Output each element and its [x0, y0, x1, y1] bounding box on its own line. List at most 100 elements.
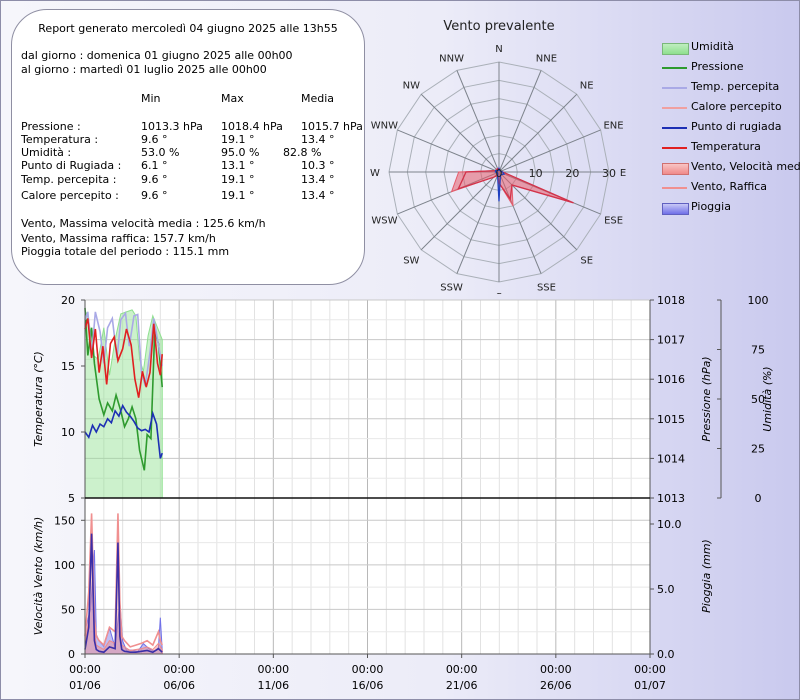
row-max: 19.1 ° [221, 133, 255, 146]
report-panel: Report generato mercoledì 04 giugno 2025… [11, 9, 365, 285]
row-max: 1018.4 hPa [221, 120, 283, 133]
rose-direction-label: W [370, 168, 380, 179]
pressure-tick-label: 1014 [657, 452, 685, 465]
rose-direction-label: ENE [603, 121, 623, 132]
rain-total: Pioggia totale del periodo : 115.1 mm [21, 245, 230, 258]
temperature-tick-label: 15 [61, 360, 75, 373]
rose-direction-label: WSW [371, 215, 397, 226]
x-tick-time-label: 00:00 [69, 663, 101, 676]
rose-direction-label: SE [580, 256, 593, 267]
rose-radial-tick: 20 [565, 167, 579, 180]
legend-item: Temperatura [662, 140, 798, 156]
pressure-tick-label: 1013 [657, 492, 685, 505]
wind-gust-max: Vento, Massima raffica: 157.7 km/h [21, 232, 216, 245]
x-tick-time-label: 00:00 [634, 663, 666, 676]
legend-swatch [662, 147, 687, 149]
temperature-tick-label: 5 [68, 492, 75, 505]
report-to: al giorno : martedì 01 luglio 2025 alle … [21, 63, 267, 76]
legend-item: Vento, Raffica [662, 180, 798, 196]
pressure-tick-label: 1017 [657, 334, 685, 347]
series-pressione [84, 307, 164, 471]
legend-item: Umidità [662, 40, 798, 56]
rose-direction-label: E [620, 168, 626, 179]
humidity-tick-label: 100 [748, 294, 769, 307]
legend-label: Temperatura [691, 140, 761, 153]
legend-item: Vento, Velocità media [662, 160, 800, 176]
rose-direction-label: SW [403, 256, 419, 267]
rose-direction-label: SSW [440, 283, 463, 294]
legend-item: Pioggia [662, 200, 798, 216]
x-tick-date-label: 16/06 [352, 679, 384, 692]
wind-speed-axis-label: Velocità Vento (km/h) [32, 517, 45, 636]
x-tick-date-label: 01/06 [69, 679, 101, 692]
header-min: Min [141, 92, 161, 105]
rose-direction-label: ESE [604, 215, 623, 226]
rose-spoke [498, 70, 542, 173]
legend-swatch [662, 87, 687, 89]
pressure-axis-label: Pressione (hPa) [700, 356, 713, 441]
row-label: Temp. percepita : [21, 173, 117, 186]
wind-speed-tick-label: 150 [54, 514, 75, 527]
rose-spoke [420, 93, 500, 173]
row-min: 6.1 ° [141, 159, 168, 172]
legend-swatch [662, 187, 687, 189]
row-label: Temperatura : [21, 133, 99, 146]
pressure-tick-label: 1018 [657, 294, 685, 307]
wind-rose-title: Vento prevalente [443, 19, 554, 34]
legend-item: Calore percepito [662, 100, 798, 116]
report-title: Report generato mercoledì 04 giugno 2025… [38, 22, 338, 35]
legend-label: Vento, Raffica [691, 180, 768, 193]
humidity-axis-label: Umidità (%) [761, 366, 774, 431]
rose-direction-label: NNW [439, 53, 464, 64]
rose-direction-label: WNW [371, 121, 398, 132]
legend-label: Calore percepito [691, 100, 782, 113]
legend-swatch [662, 67, 687, 69]
rain-tick-label: 0.0 [657, 648, 675, 661]
wind-rose-chart: Vento prevalente N NNE NE ENE E ESE SE SSE S SSW S… [370, 19, 626, 294]
rose-direction-label: SSE [537, 283, 556, 294]
row-label: Pressione : [21, 120, 81, 133]
row-avg: 13.4 ° [301, 173, 335, 186]
legend-swatch [662, 107, 687, 109]
row-label: Umidità : [21, 146, 72, 159]
row-min: 9.6 ° [141, 133, 168, 146]
x-tick-time-label: 00:00 [540, 663, 572, 676]
row-avg: 1015.7 hPa [301, 120, 363, 133]
rose-spoke [498, 93, 578, 173]
header-avg: Media [301, 92, 335, 105]
row-max: 19.1 ° [221, 189, 255, 202]
humidity-tick-label: 50 [751, 393, 765, 406]
series-punto-di-rugiada [84, 403, 163, 459]
row-label: Calore percepito : [21, 189, 119, 202]
row-min: 53.0 % [141, 146, 180, 159]
x-tick-date-label: 06/06 [163, 679, 195, 692]
row-min: 9.6 ° [141, 189, 168, 202]
rose-spoke [456, 171, 500, 274]
row-max: 19.1 ° [221, 173, 255, 186]
rose-direction-label: S [496, 292, 502, 294]
x-tick-date-label: 26/06 [540, 679, 572, 692]
rose-spoke [420, 171, 500, 251]
x-tick-time-label: 00:00 [163, 663, 195, 676]
rain-tick-label: 10.0 [657, 518, 682, 531]
legend-label: Punto di rugiada [691, 120, 782, 133]
rose-series-vento-velocit-media [450, 167, 571, 207]
legend-item: Temp. percepita [662, 80, 798, 96]
rose-direction-label: N [495, 44, 502, 55]
x-tick-time-label: 00:00 [446, 663, 478, 676]
legend-label: Pressione [691, 60, 744, 73]
time-series-chart: 5101520101310141015101610171018025507510… [32, 294, 774, 692]
x-tick-time-label: 00:00 [257, 663, 289, 676]
row-avg: 82.8 % [283, 146, 322, 159]
temperature-axis-label: Temperatura (°C) [32, 351, 45, 447]
report-from: dal giorno : domenica 01 giugno 2025 all… [21, 49, 293, 62]
rose-spoke [397, 129, 500, 173]
legend-label: Temp. percepita [691, 80, 780, 93]
x-tick-date-label: 01/07 [634, 679, 666, 692]
humidity-tick-label: 25 [751, 443, 765, 456]
row-avg: 13.4 ° [301, 189, 335, 202]
legend-swatch [662, 127, 687, 129]
pressure-tick-label: 1016 [657, 373, 685, 386]
legend-item: Pressione [662, 60, 798, 76]
row-max: 95.0 % [221, 146, 260, 159]
